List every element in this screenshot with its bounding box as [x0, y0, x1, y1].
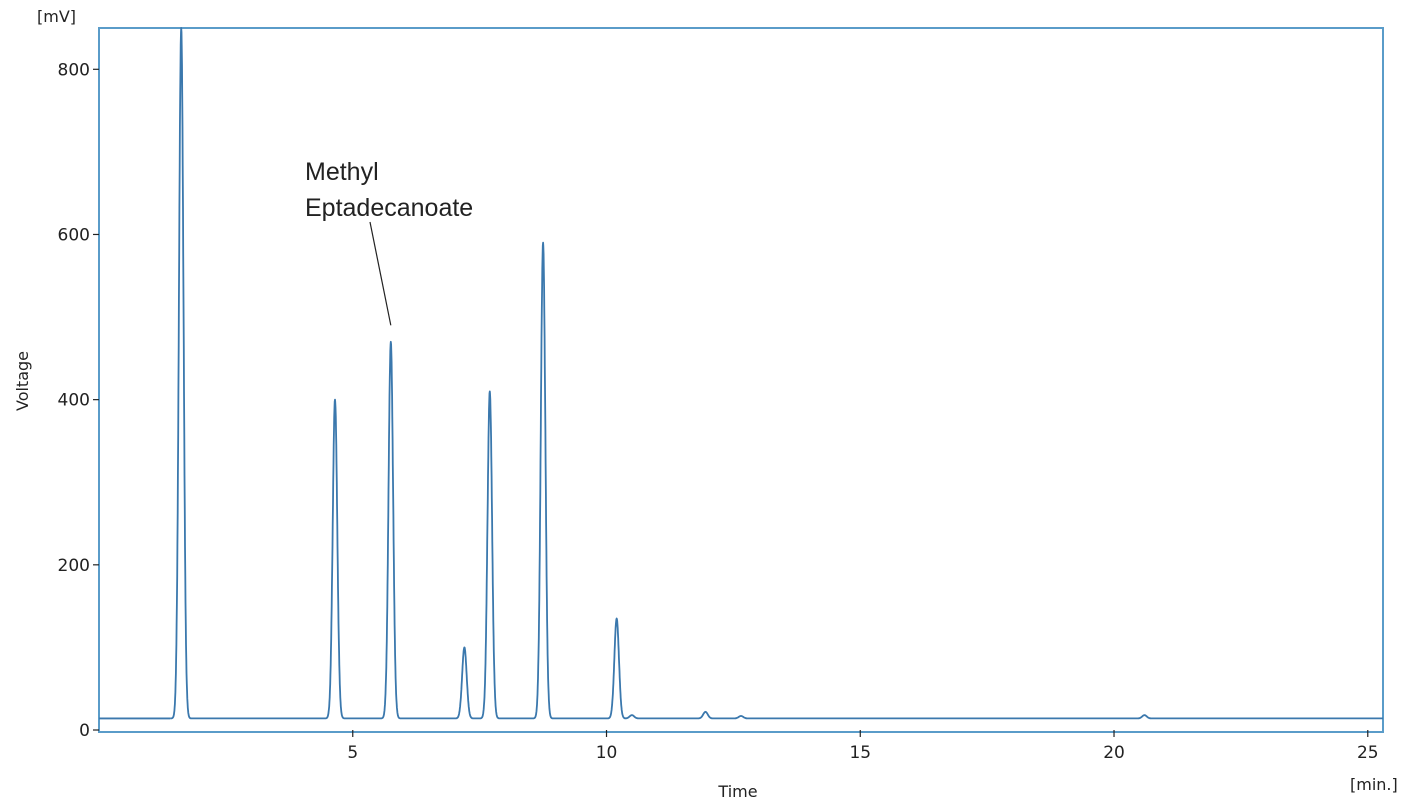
x-tick-label: 20 [1103, 743, 1125, 763]
x-axis-title: Time [717, 782, 757, 799]
peak-annotation-label: Methyl Eptadecanoate [305, 158, 473, 222]
y-tick-label: 0 [79, 721, 90, 741]
series-layer [99, 27, 1384, 720]
y-axis: 0 200 400 600 800 [58, 60, 99, 741]
x-unit-label: [min.] [1350, 775, 1398, 794]
y-tick-label: 800 [58, 60, 90, 80]
y-axis-title: Voltage [13, 351, 32, 411]
annotation-layer: Methyl Eptadecanoate [305, 158, 473, 326]
x-tick-label: 25 [1357, 743, 1379, 763]
x-tick-label: 10 [596, 743, 618, 763]
x-tick-label: 5 [347, 743, 358, 763]
y-unit-label: [mV] [37, 7, 76, 26]
plot-frame [98, 27, 1384, 733]
y-tick-label: 600 [58, 225, 90, 245]
y-tick-label: 400 [58, 391, 90, 411]
annotation-leader-line [369, 221, 392, 326]
y-tick-label: 200 [58, 556, 90, 576]
series-trace [169, 27, 1384, 720]
x-axis: 5 10 15 20 25 [347, 730, 1379, 763]
x-tick-label: 15 [849, 743, 871, 763]
